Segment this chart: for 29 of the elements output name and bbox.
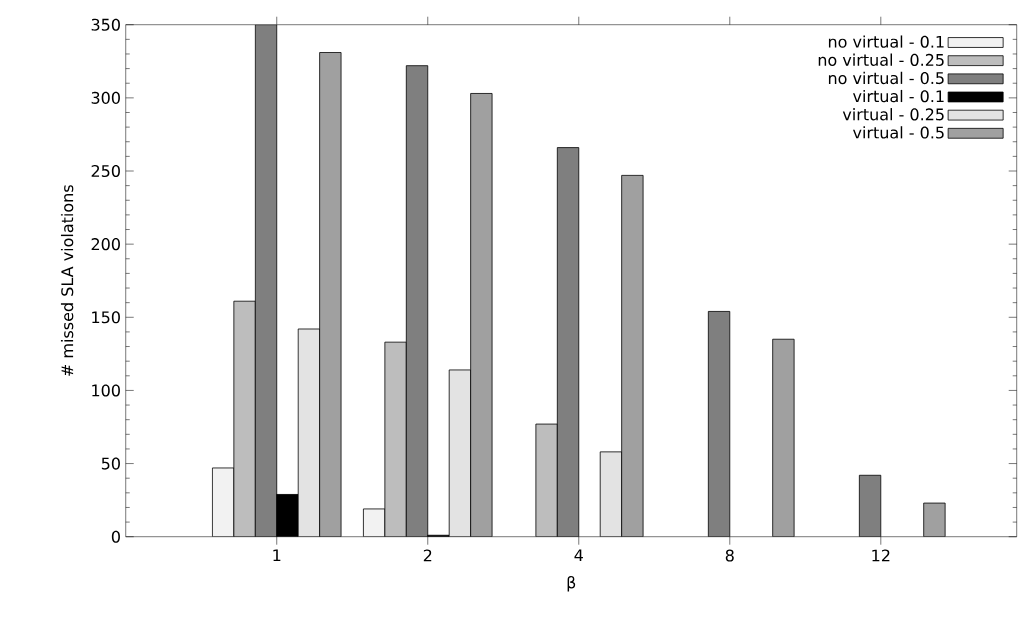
y-tick-label: 150 (92, 311, 120, 324)
legend-label: virtual - 0.1 (853, 89, 944, 103)
bar (772, 338, 795, 537)
bar (470, 93, 493, 537)
x-tick-label: 12 (872, 549, 890, 562)
bar (707, 311, 731, 537)
legend-label: no virtual - 0.1 (828, 35, 944, 48)
y-tick-label: 250 (91, 164, 120, 178)
y-tick-label: 300 (91, 91, 120, 104)
legend-label: virtual - 0.25 (842, 108, 944, 121)
x-tick-label: 4 (574, 549, 583, 562)
y-tick-label: 100 (92, 384, 120, 397)
bar (319, 52, 342, 537)
x-axis-title: β (567, 576, 576, 592)
x-tick-label: 8 (725, 549, 734, 562)
x-tick-label: 1 (273, 549, 281, 562)
y-tick-label: 200 (91, 238, 120, 251)
y-tick-label: 50 (101, 457, 120, 470)
legend-label: virtual - 0.5 (853, 126, 944, 139)
legend-label: no virtual - 0.5 (828, 71, 944, 85)
legend-label: no virtual - 0.25 (818, 53, 944, 66)
bar (535, 423, 558, 537)
y-axis-title: # missed SLA violations (60, 185, 74, 376)
bar (621, 174, 644, 537)
bar (384, 341, 407, 537)
bar (233, 300, 256, 537)
x-tick-label: 2 (423, 549, 432, 562)
y-tick-label: 0 (111, 530, 120, 543)
y-tick-label: 350 (91, 18, 120, 31)
